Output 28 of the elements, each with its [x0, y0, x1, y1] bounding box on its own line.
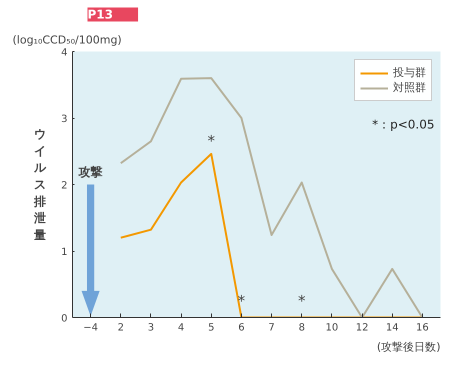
x-tick-label: 2: [118, 322, 124, 334]
y-tick-label: 0: [61, 314, 68, 324]
x-tick-label: 3: [148, 322, 154, 334]
x-tick-label: 4: [178, 322, 184, 334]
annotation: 攻撃: [78, 165, 103, 180]
x-tick-label: 10: [326, 322, 338, 334]
chart-subtitle: (log₁₀CCD₅₀/100mg): [12, 34, 122, 46]
chart-title: P13: [88, 8, 113, 22]
legend-label: 対照群: [393, 80, 426, 95]
legend-label: 投与群: [393, 65, 426, 80]
line-series: [120, 152, 424, 318]
x-tick-label: 7: [268, 322, 275, 334]
x-tick-label: 8: [298, 322, 305, 334]
x-tick-label: 6: [238, 322, 245, 334]
y-tick-label: 1: [61, 247, 68, 258]
annotation: *: [208, 132, 216, 150]
x-tick-label: 12: [356, 322, 368, 334]
y-axis-title: ウイルス排泄量: [33, 127, 48, 242]
x-tick-label: 16: [416, 322, 429, 334]
x-tick-label: 14: [386, 322, 399, 334]
x-tick-label: −4: [83, 322, 98, 334]
y-tick-label: 2: [61, 180, 68, 192]
x-axis-title: (攻撃後日数): [376, 340, 441, 354]
x-tick-label: 5: [208, 322, 214, 334]
annotation: *：p<0.05: [372, 117, 434, 132]
y-tick-label: 3: [61, 114, 68, 125]
annotation: *: [298, 292, 306, 310]
y-tick-label: 4: [61, 48, 68, 58]
